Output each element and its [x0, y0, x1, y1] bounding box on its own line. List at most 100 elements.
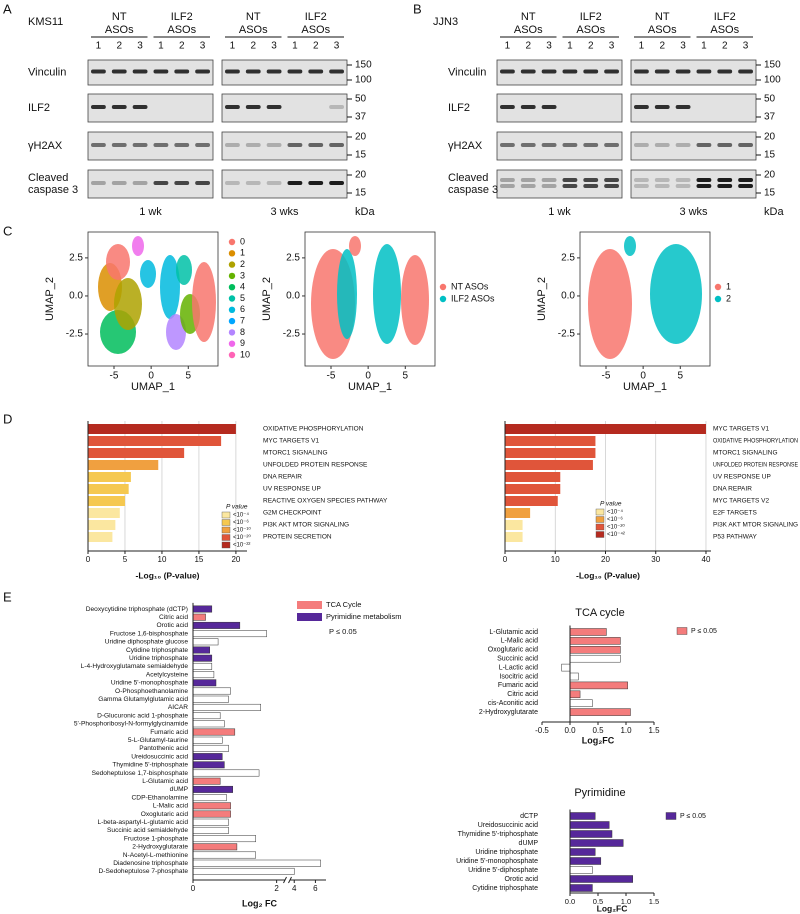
blot-band [132, 69, 148, 74]
blot-band [500, 143, 515, 147]
bar [192, 687, 231, 695]
group-label: ASOs [239, 24, 268, 36]
legend-label: <10⁻⁴ [233, 512, 249, 519]
bar [192, 679, 217, 687]
bar [569, 848, 596, 856]
umap-cloud [337, 249, 357, 339]
bar [569, 821, 610, 829]
bar [192, 859, 321, 867]
category-label: O-Phosphoethanolamine [115, 688, 188, 695]
blot-band [91, 69, 106, 74]
category-label: MYC TARGETS V2 [713, 498, 769, 505]
x-tick-label: 0.0 [565, 897, 575, 906]
category-label: Fumaric acid [150, 729, 188, 736]
x-tick-label: 30 [651, 555, 660, 564]
x-axis-title: UMAP_1 [131, 381, 175, 393]
y-tick-label: -2.5 [283, 329, 301, 340]
lane-label: 2 [659, 41, 665, 52]
blot-band [604, 178, 619, 182]
legend-label: 1 [726, 281, 731, 291]
blot-band [717, 184, 733, 188]
lane-label: 2 [588, 41, 594, 52]
blot-band [696, 143, 712, 147]
bar [192, 761, 225, 769]
row-label: Vinculin [448, 66, 486, 78]
legend-label: 9 [240, 338, 245, 348]
bar [505, 460, 593, 470]
lane-label: 3 [609, 41, 615, 52]
blot-band [738, 143, 753, 147]
marker-label: 150 [764, 60, 781, 71]
bar [569, 708, 631, 716]
x-axis-title: UMAP_1 [623, 381, 667, 393]
umap-cloud [192, 262, 216, 342]
blot-band [583, 184, 599, 188]
umap-cloud [132, 236, 144, 256]
x-tick-label: 5 [123, 555, 128, 564]
category-label: Uridine 5'-monophosphate [111, 680, 188, 687]
blot-band [266, 143, 282, 147]
blot-band [308, 69, 324, 74]
blot-band [541, 184, 557, 188]
blot-band [541, 105, 557, 109]
category-label: L-Lactic acid [499, 664, 538, 671]
category-label: Fructose 1-phosphate [124, 835, 188, 842]
umap-cloud [106, 244, 130, 280]
legend-label: 8 [240, 327, 245, 337]
bar [88, 508, 120, 518]
blot-band [654, 69, 670, 74]
blot-band [717, 143, 733, 147]
blot-band [245, 69, 261, 74]
x-axis-title: -Log₁₀ (P-value) [135, 570, 199, 580]
row-label: caspase 3 [448, 184, 498, 196]
legend-title: P value [600, 501, 622, 508]
x-tick-label: 1.5 [648, 726, 660, 735]
blot-band [541, 143, 557, 147]
blot-band [520, 143, 536, 147]
x-tick-label: 0 [191, 884, 196, 893]
category-label: MTORC1 SIGNALING [263, 450, 328, 457]
blot-band [153, 181, 169, 185]
legend-swatch [297, 601, 322, 609]
row-label: ILF2 [28, 102, 50, 114]
category-label: L-Glutamic acid [142, 778, 188, 785]
blot-band [111, 143, 127, 147]
blot-band [717, 178, 733, 182]
category-label: dCTP [520, 813, 538, 820]
legend-label: <10⁻²⁰ [233, 534, 251, 541]
bar [561, 663, 571, 672]
bar [88, 496, 125, 506]
category-label: G2M CHECKPOINT [263, 510, 322, 517]
blot-band [675, 178, 691, 182]
blot-band [245, 181, 261, 185]
legend-label: <10⁻⁴ [607, 509, 623, 516]
blot-band [541, 69, 557, 74]
umap-frame [304, 231, 436, 367]
category-label: PI3K AKT MTOR SIGNALING [263, 522, 349, 529]
bar [192, 802, 231, 810]
umap-cloud [588, 249, 632, 359]
blot-band [245, 143, 261, 147]
legend-label: 1 [240, 248, 245, 258]
axis-break [283, 876, 287, 884]
category-label: Uridine diphosphate glucose [105, 639, 189, 646]
blot-band [738, 184, 753, 188]
category-label: DNA REPAIR [713, 486, 752, 493]
marker-label: 50 [355, 94, 367, 105]
blot-band [287, 69, 303, 74]
category-label: Uridine 5'-diphosphate [468, 867, 538, 874]
marker-label: 15 [355, 150, 367, 161]
blot-band [562, 184, 578, 188]
marker-label: 20 [764, 132, 776, 143]
legend-swatch [221, 526, 231, 534]
bar [192, 662, 213, 670]
umap-cloud [140, 260, 156, 288]
bar [192, 818, 229, 826]
category-label: OXIDATIVE PHOSPHORYLATION [263, 426, 364, 433]
blot-band [132, 143, 148, 147]
bar [192, 794, 227, 802]
category-label: 5'-Phosphoribosyl-N-formylglycinamide [74, 721, 188, 728]
blot-band [91, 181, 106, 185]
blot-band [562, 69, 578, 74]
blot-band [604, 184, 619, 188]
